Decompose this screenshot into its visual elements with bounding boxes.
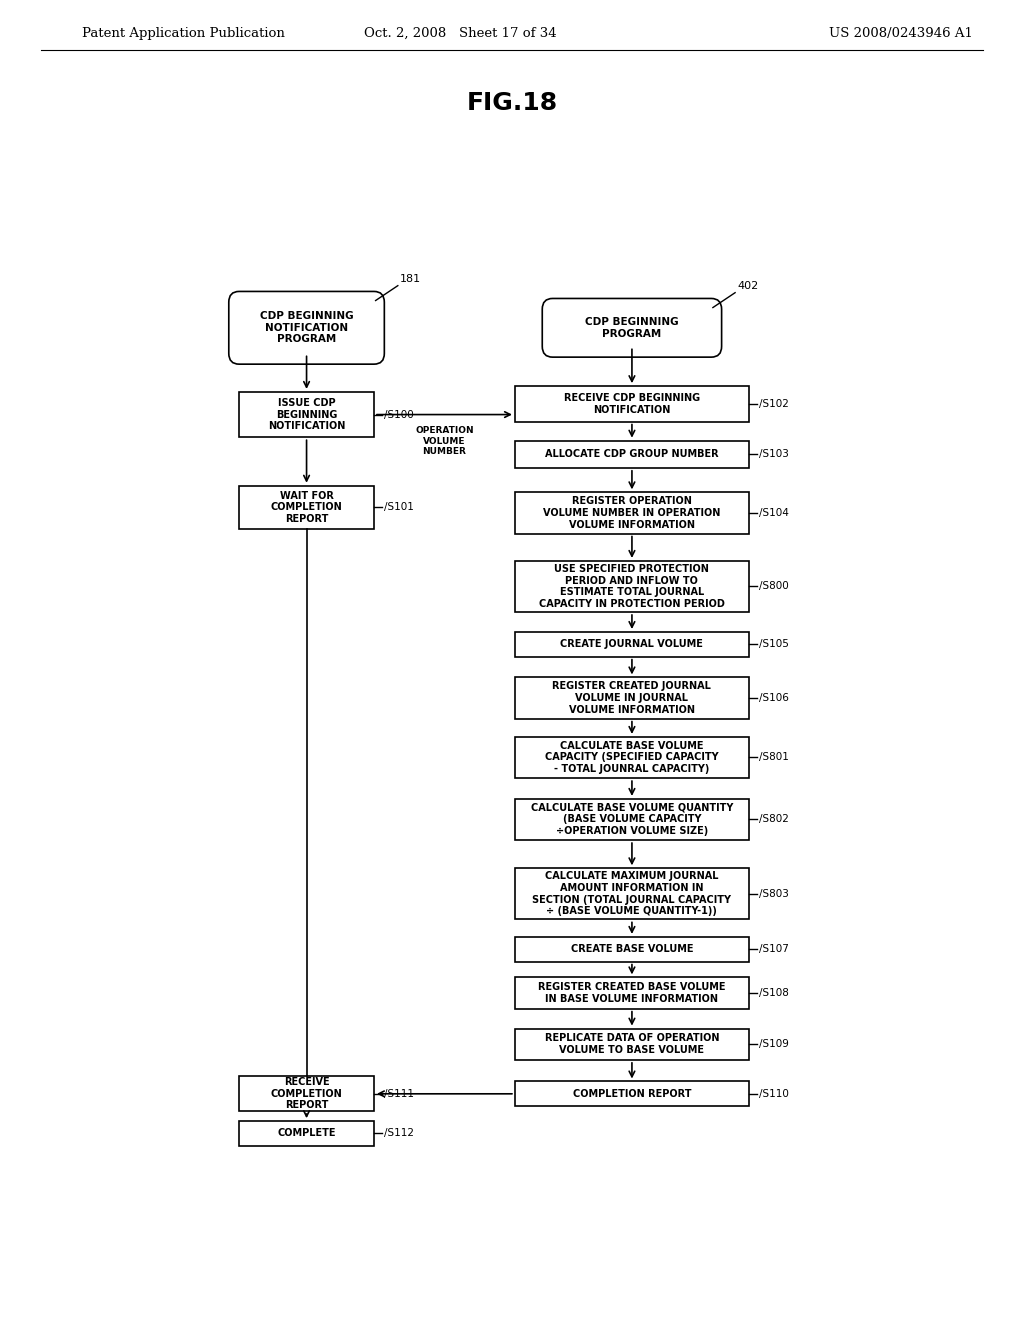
FancyBboxPatch shape [240, 486, 374, 528]
Text: /S803: /S803 [759, 888, 788, 899]
Text: CALCULATE BASE VOLUME
CAPACITY (SPECIFIED CAPACITY
- TOTAL JOUNRAL CAPACITY): CALCULATE BASE VOLUME CAPACITY (SPECIFIE… [545, 741, 719, 774]
Text: CDP BEGINNING
PROGRAM: CDP BEGINNING PROGRAM [585, 317, 679, 339]
Text: RECEIVE
COMPLETION
REPORT: RECEIVE COMPLETION REPORT [270, 1077, 342, 1110]
FancyBboxPatch shape [515, 737, 749, 779]
Text: /S100: /S100 [384, 409, 414, 420]
Text: /S101: /S101 [384, 502, 414, 512]
Text: /S112: /S112 [384, 1129, 414, 1138]
Text: /S106: /S106 [759, 693, 788, 704]
Text: /S800: /S800 [759, 581, 788, 591]
Text: CALCULATE MAXIMUM JOURNAL
AMOUNT INFORMATION IN
SECTION (TOTAL JOURNAL CAPACITY
: CALCULATE MAXIMUM JOURNAL AMOUNT INFORMA… [532, 871, 731, 916]
Text: WAIT FOR
COMPLETION
REPORT: WAIT FOR COMPLETION REPORT [270, 491, 342, 524]
Text: /S109: /S109 [759, 1039, 788, 1049]
Text: REGISTER CREATED JOURNAL
VOLUME IN JOURNAL
VOLUME INFORMATION: REGISTER CREATED JOURNAL VOLUME IN JOURN… [553, 681, 712, 714]
FancyBboxPatch shape [240, 392, 374, 437]
Text: OPERATION
VOLUME
NUMBER: OPERATION VOLUME NUMBER [415, 426, 474, 455]
Text: CREATE JOURNAL VOLUME: CREATE JOURNAL VOLUME [560, 639, 703, 649]
FancyBboxPatch shape [515, 1081, 749, 1106]
FancyBboxPatch shape [240, 1077, 374, 1111]
Text: Oct. 2, 2008   Sheet 17 of 34: Oct. 2, 2008 Sheet 17 of 34 [365, 26, 557, 40]
Text: /S111: /S111 [384, 1089, 414, 1098]
Text: CALCULATE BASE VOLUME QUANTITY
(BASE VOLUME CAPACITY
÷OPERATION VOLUME SIZE): CALCULATE BASE VOLUME QUANTITY (BASE VOL… [530, 803, 733, 836]
Text: /S801: /S801 [759, 752, 788, 763]
Text: CDP BEGINNING
NOTIFICATION
PROGRAM: CDP BEGINNING NOTIFICATION PROGRAM [260, 312, 353, 345]
FancyBboxPatch shape [515, 799, 749, 840]
Text: ALLOCATE CDP GROUP NUMBER: ALLOCATE CDP GROUP NUMBER [545, 449, 719, 459]
Text: CREATE BASE VOLUME: CREATE BASE VOLUME [570, 944, 693, 954]
Text: /S102: /S102 [759, 399, 788, 409]
Text: /S105: /S105 [759, 639, 788, 649]
FancyBboxPatch shape [515, 441, 749, 467]
Text: REGISTER CREATED BASE VOLUME
IN BASE VOLUME INFORMATION: REGISTER CREATED BASE VOLUME IN BASE VOL… [539, 982, 726, 1003]
Text: /S110: /S110 [759, 1089, 788, 1098]
FancyBboxPatch shape [515, 677, 749, 718]
Text: COMPLETE: COMPLETE [278, 1129, 336, 1138]
FancyBboxPatch shape [240, 1121, 374, 1146]
Text: /S104: /S104 [759, 508, 788, 517]
Text: /S107: /S107 [759, 944, 788, 954]
FancyBboxPatch shape [515, 492, 749, 533]
Text: USE SPECIFIED PROTECTION
PERIOD AND INFLOW TO
ESTIMATE TOTAL JOURNAL
CAPACITY IN: USE SPECIFIED PROTECTION PERIOD AND INFL… [539, 564, 725, 609]
Text: FIG.18: FIG.18 [467, 91, 557, 115]
Text: 181: 181 [400, 275, 421, 284]
Text: REGISTER OPERATION
VOLUME NUMBER IN OPERATION
VOLUME INFORMATION: REGISTER OPERATION VOLUME NUMBER IN OPER… [544, 496, 721, 529]
Text: REPLICATE DATA OF OPERATION
VOLUME TO BASE VOLUME: REPLICATE DATA OF OPERATION VOLUME TO BA… [545, 1034, 719, 1055]
FancyBboxPatch shape [515, 561, 749, 612]
Text: /S802: /S802 [759, 814, 788, 825]
FancyBboxPatch shape [515, 937, 749, 961]
FancyBboxPatch shape [543, 298, 722, 358]
FancyBboxPatch shape [515, 632, 749, 656]
Text: ISSUE CDP
BEGINNING
NOTIFICATION: ISSUE CDP BEGINNING NOTIFICATION [268, 397, 345, 432]
Text: /S103: /S103 [759, 449, 788, 459]
FancyBboxPatch shape [515, 385, 749, 421]
Text: RECEIVE CDP BEGINNING
NOTIFICATION: RECEIVE CDP BEGINNING NOTIFICATION [564, 393, 700, 414]
FancyBboxPatch shape [515, 977, 749, 1008]
Text: Patent Application Publication: Patent Application Publication [82, 26, 285, 40]
Text: COMPLETION REPORT: COMPLETION REPORT [572, 1089, 691, 1098]
FancyBboxPatch shape [515, 869, 749, 920]
Text: /S108: /S108 [759, 987, 788, 998]
FancyBboxPatch shape [515, 1028, 749, 1060]
Text: US 2008/0243946 A1: US 2008/0243946 A1 [829, 26, 973, 40]
Text: 402: 402 [737, 281, 759, 290]
FancyBboxPatch shape [228, 292, 384, 364]
